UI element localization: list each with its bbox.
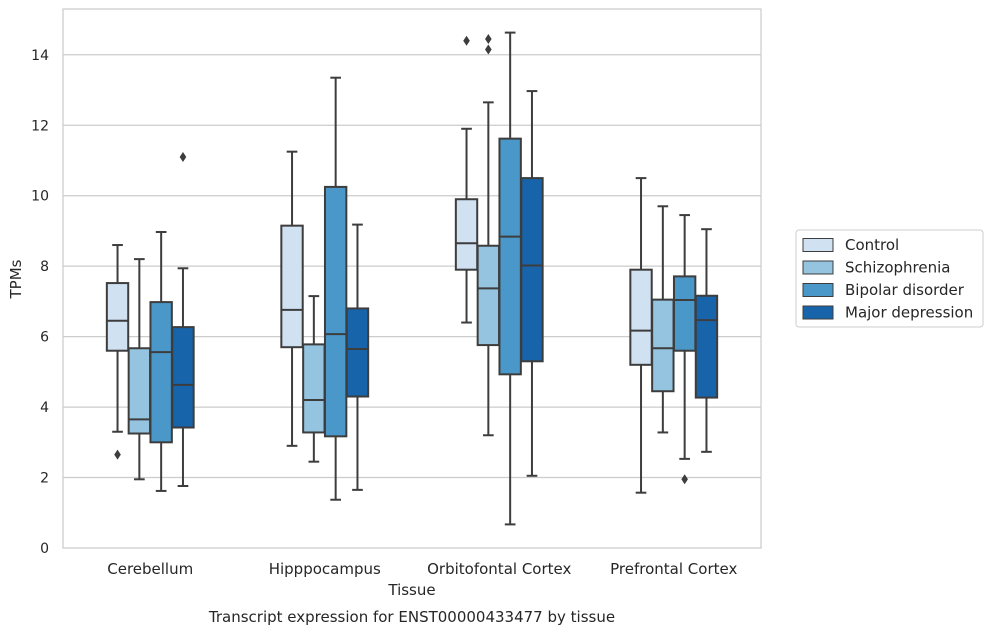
legend-swatch <box>802 238 834 252</box>
box-iqr <box>171 326 195 429</box>
legend-label: Bipolar disorder <box>845 281 965 299</box>
chart-caption: Transcript expression for ENST0000043347… <box>208 608 615 626</box>
box-group <box>302 295 326 463</box>
box-iqr <box>345 307 370 398</box>
box-group <box>629 177 653 494</box>
box-iqr <box>302 343 326 434</box>
x-tick-label: Hipppocampus <box>269 560 381 578</box>
outlier-marker <box>179 151 187 162</box>
box-group <box>476 33 501 437</box>
y-tick-label: 6 <box>40 330 49 346</box>
y-axis-label: TPMs <box>7 259 25 299</box>
box-group <box>498 31 522 526</box>
box-iqr <box>105 282 130 352</box>
box-iqr <box>694 294 719 399</box>
box-iqr <box>476 244 501 347</box>
box-group <box>345 223 370 491</box>
y-tick-label: 8 <box>40 259 49 275</box>
box-group <box>694 228 719 453</box>
box-iqr <box>454 198 479 271</box>
box-plot-boxes <box>105 31 719 526</box>
outlier-marker <box>485 33 492 44</box>
box-group <box>520 90 544 477</box>
y-tick-label: 10 <box>31 189 49 205</box>
x-tick-label: Orbitofontal Cortex <box>427 560 571 578</box>
legend-swatch <box>802 305 834 320</box>
outlier-marker <box>463 35 470 46</box>
box-group <box>323 76 348 501</box>
x-tick-label: Prefrontal Cortex <box>610 560 737 578</box>
outlier-marker <box>485 44 492 55</box>
box-iqr <box>498 137 522 376</box>
y-tick-label: 2 <box>40 471 49 487</box>
legend-frame <box>795 229 984 328</box>
x-axis-ticks: Cerebellum Hipppocampus Orbitofontal Corte… <box>107 560 737 578</box>
box-group <box>651 205 675 434</box>
y-axis-ticks: 0 2 4 6 8 10 12 14 <box>31 48 49 557</box>
box-iqr <box>672 275 697 352</box>
outlier-marker <box>114 449 121 460</box>
box-iqr <box>323 185 348 438</box>
box-iqr <box>629 268 653 366</box>
box-group <box>280 150 304 447</box>
box-iqr <box>651 298 675 393</box>
box-group <box>149 230 173 492</box>
box-group <box>105 244 130 460</box>
x-axis-label: Tissue <box>387 581 435 599</box>
box-group <box>171 151 195 487</box>
legend-label: Schizophrenia <box>845 259 950 277</box>
plot-frame <box>62 8 762 549</box>
y-tick-label: 4 <box>40 400 49 416</box>
legend: Control Schizophrenia Bipolar disorder Majo… <box>795 229 984 328</box>
box-group <box>672 214 697 485</box>
outlier-marker <box>681 474 688 485</box>
legend-swatch <box>802 260 834 275</box>
x-tick-label: Cerebellum <box>107 560 193 578</box>
legend-label: Control <box>845 236 899 254</box>
box-group <box>127 258 152 481</box>
box-iqr <box>149 301 173 444</box>
legend-swatch <box>802 283 834 297</box>
y-tick-label: 0 <box>40 541 49 557</box>
box-iqr <box>280 224 304 349</box>
box-iqr <box>127 347 152 435</box>
box-group <box>454 35 479 324</box>
y-tick-label: 12 <box>31 118 49 134</box>
y-tick-label: 14 <box>31 48 49 64</box>
box-iqr <box>520 177 544 363</box>
legend-label: Major depression <box>845 304 973 322</box>
